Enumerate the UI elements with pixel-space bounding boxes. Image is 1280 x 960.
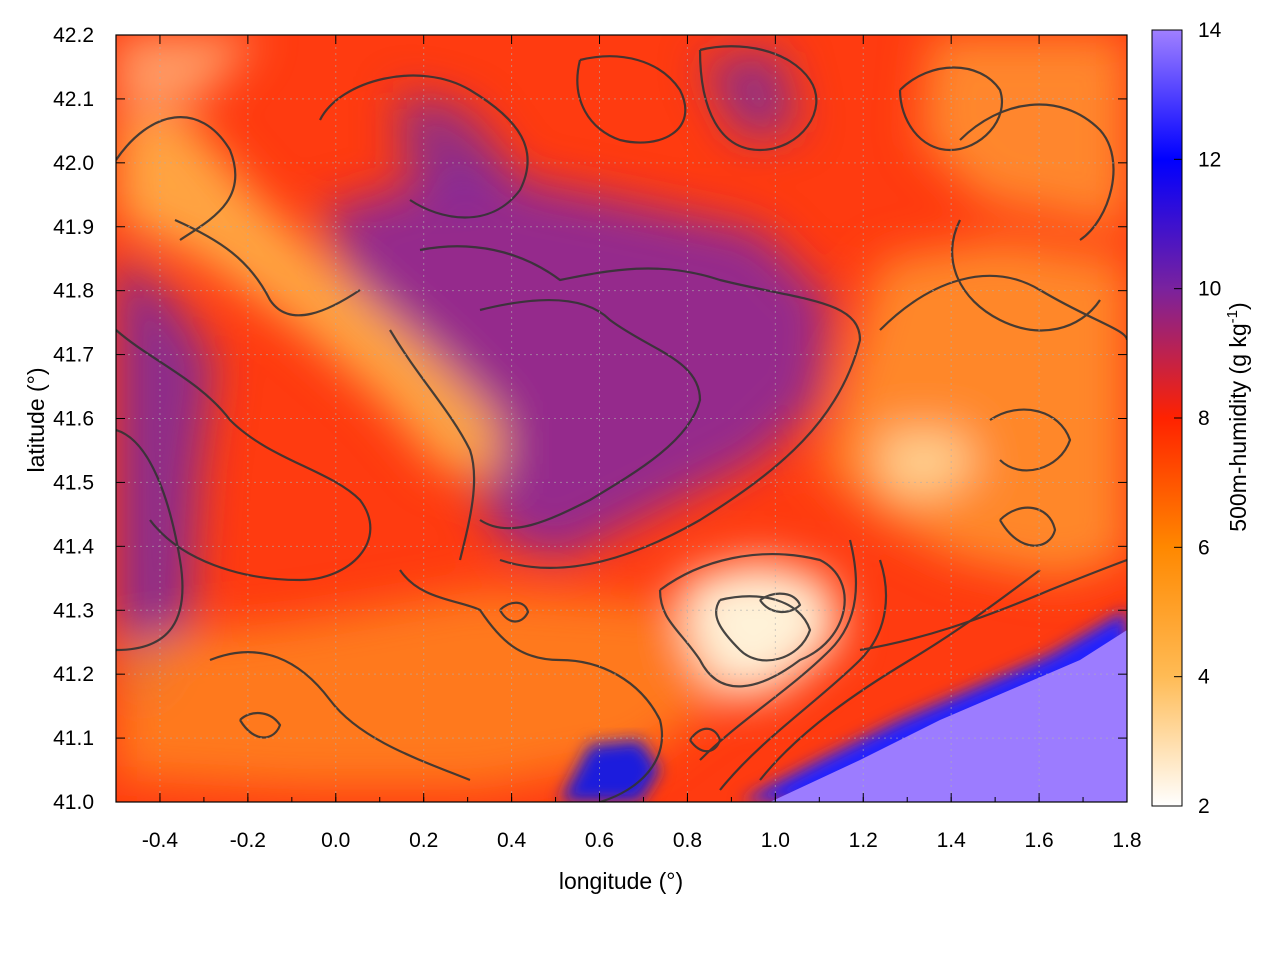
- sea-region: [560, 610, 1127, 802]
- colorbar-label-sup: -1: [1224, 310, 1241, 323]
- y-tick-label: 41.1: [53, 727, 94, 750]
- colorbar-label-main: 500m-humidity (g kg: [1225, 323, 1251, 531]
- y-tick-label: 41.6: [53, 408, 94, 431]
- colorbar-tick-label: 14: [1198, 19, 1222, 42]
- y-tick-label: 41.0: [53, 791, 94, 814]
- y-tick-label: 41.4: [53, 535, 94, 558]
- y-axis-label: latitude (°): [23, 367, 49, 472]
- x-tick-label: 1.4: [937, 829, 967, 852]
- x-axis-label: longitude (°): [559, 868, 683, 894]
- y-tick-label: 42.1: [53, 88, 94, 111]
- x-tick-label: -0.4: [142, 829, 179, 852]
- colorbar-tick-label: 8: [1198, 407, 1210, 430]
- colorbar-tick-label: 2: [1198, 795, 1210, 818]
- x-tick-label: 1.8: [1112, 829, 1141, 852]
- x-tick-label: 0.0: [321, 829, 350, 852]
- x-tick-label: 0.2: [409, 829, 438, 852]
- x-tick-label: 1.2: [849, 829, 878, 852]
- y-axis-ticks: 41.0 41.1 41.2 41.3 41.4 41.5 41.6 41.7 41.8 41.9…: [53, 24, 1127, 814]
- x-tick-label: 0.6: [585, 829, 614, 852]
- grid-lines: [116, 34, 1128, 803]
- colorbar-ticks: 2 4 6 8 10 12 14: [1174, 19, 1222, 818]
- contour-lines: [116, 45, 1127, 802]
- colorbar-tick-label: 6: [1198, 536, 1210, 559]
- y-tick-label: 41.3: [53, 599, 94, 622]
- colorbar-tick-label: 10: [1198, 278, 1221, 301]
- x-tick-label: 1.6: [1024, 829, 1053, 852]
- colorbar-tick-label: 12: [1198, 148, 1221, 171]
- x-tick-label: 0.4: [497, 829, 527, 852]
- x-tick-label: -0.2: [230, 829, 266, 852]
- y-tick-label: 41.5: [53, 471, 94, 494]
- colorbar-label: 500m-humidity (g kg-1): [1224, 302, 1251, 531]
- x-tick-label: 1.0: [761, 829, 790, 852]
- colorbar-tick-label: 4: [1198, 666, 1210, 689]
- heatmap-blobs: [116, 35, 1127, 790]
- colorbar-label-end: ): [1225, 302, 1251, 310]
- y-tick-label: 41.8: [53, 280, 94, 303]
- x-tick-label: 0.8: [673, 829, 702, 852]
- y-tick-label: 42.0: [53, 152, 94, 175]
- y-tick-label: 42.2: [53, 24, 94, 47]
- y-tick-label: 41.2: [53, 663, 94, 686]
- x-axis-ticks: -0.4 -0.2 0.0 0.2 0.4 0.6 0.8 1.0 1.2 1.4 1.6 1.8: [115, 35, 1142, 852]
- y-tick-label: 41.7: [53, 344, 94, 367]
- y-tick-label: 41.9: [53, 216, 94, 239]
